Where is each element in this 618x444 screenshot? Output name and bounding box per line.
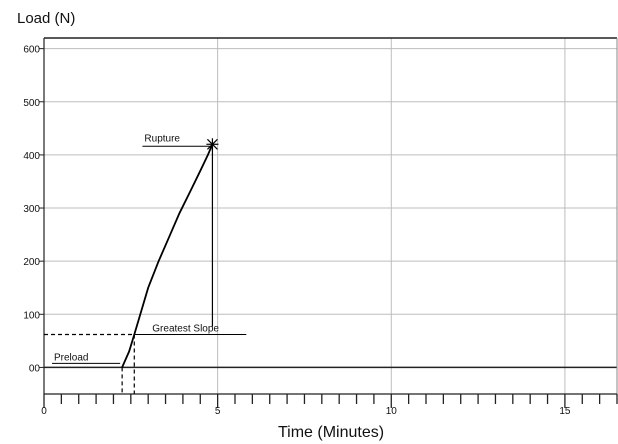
grid <box>44 38 617 394</box>
y-tick-label: 200 <box>23 257 40 268</box>
x-axis-title: Time (Minutes) <box>278 424 384 441</box>
greatest-slope-label: Greatest Slope <box>152 323 219 334</box>
data-series <box>121 143 214 368</box>
y-tick-label: 100 <box>23 310 40 321</box>
x-tick-label: 0 <box>41 406 47 417</box>
rupture-label: Rupture <box>144 133 180 144</box>
preload-label: Preload <box>54 352 88 363</box>
y-tick-label: 300 <box>23 204 40 215</box>
y-axis-title: Load (N) <box>17 10 75 27</box>
y-tick-label: 00 <box>29 363 41 374</box>
y-tick-label: 400 <box>23 151 40 162</box>
load-curve <box>121 143 214 368</box>
axes: 00 100 200 300 400 500 600 0 5 10 15 <box>23 37 618 417</box>
annotations: Rupture Greatest Slope Preload <box>44 133 247 394</box>
y-tick-label: 500 <box>23 98 40 109</box>
x-tick-label: 5 <box>215 406 221 417</box>
x-tick-label: 10 <box>386 406 398 417</box>
x-tick-label: 15 <box>559 406 571 417</box>
y-tick-label: 600 <box>23 45 40 56</box>
